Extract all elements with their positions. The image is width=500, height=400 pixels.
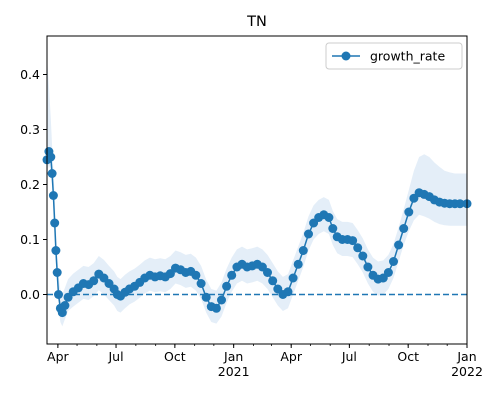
x-tick-year-label: 2022 bbox=[451, 364, 483, 379]
data-point bbox=[358, 251, 368, 261]
chart-title: TN bbox=[246, 14, 267, 30]
data-point bbox=[324, 213, 334, 222]
data-point bbox=[60, 301, 70, 310]
legend-dot-marker bbox=[341, 51, 351, 61]
data-point bbox=[304, 229, 313, 239]
x-tick-label: Jul bbox=[341, 349, 357, 364]
data-point bbox=[89, 276, 99, 286]
data-point bbox=[293, 259, 303, 269]
data-point bbox=[211, 303, 221, 313]
data-point bbox=[217, 295, 226, 305]
x-tick-label: Jul bbox=[107, 349, 123, 364]
data-point bbox=[399, 224, 409, 233]
data-point bbox=[353, 243, 363, 253]
data-point bbox=[191, 270, 201, 280]
data-point bbox=[46, 152, 56, 162]
legend-label-growth-rate: growth_rate bbox=[370, 49, 445, 64]
x-tick-label: Apr bbox=[280, 349, 302, 364]
data-point bbox=[455, 199, 465, 209]
data-point bbox=[389, 257, 398, 266]
data-point bbox=[263, 268, 272, 277]
data-point bbox=[404, 207, 414, 217]
y-tick-label: 0.1 bbox=[20, 232, 40, 247]
series-layer bbox=[42, 147, 472, 318]
y-tick-label: 0.2 bbox=[20, 177, 40, 192]
data-point bbox=[201, 292, 211, 302]
data-point bbox=[268, 276, 278, 286]
data-point bbox=[196, 279, 206, 288]
data-point bbox=[298, 246, 308, 255]
data-point bbox=[288, 273, 298, 283]
y-tick-label: 0.0 bbox=[20, 287, 40, 302]
data-point bbox=[47, 169, 57, 178]
y-axis: 0.0 0.1 0.2 0.3 0.4 bbox=[20, 67, 47, 302]
x-tick-label: Jan bbox=[223, 349, 243, 364]
data-point bbox=[57, 308, 67, 318]
data-point bbox=[50, 218, 60, 228]
y-tick-label: 0.4 bbox=[20, 67, 40, 82]
data-point bbox=[222, 281, 232, 291]
x-tick-year-label: 2021 bbox=[218, 364, 250, 379]
data-point bbox=[383, 268, 393, 277]
data-point bbox=[328, 224, 338, 233]
data-point bbox=[52, 268, 62, 277]
x-tick-label: Jan bbox=[456, 349, 476, 364]
x-tick-label: Apr bbox=[47, 349, 69, 364]
data-point bbox=[227, 270, 237, 280]
legend: growth_rate bbox=[325, 42, 463, 70]
legend-box bbox=[325, 42, 463, 70]
data-point bbox=[348, 236, 358, 246]
data-point bbox=[54, 290, 63, 299]
x-tick-label: Oct bbox=[164, 349, 186, 364]
data-point bbox=[283, 287, 293, 297]
plot-frame bbox=[46, 35, 468, 345]
data-point bbox=[48, 191, 58, 200]
y-tick-label: 0.3 bbox=[20, 122, 40, 137]
x-tick-label: Oct bbox=[397, 349, 419, 364]
data-point bbox=[51, 246, 61, 255]
data-point bbox=[363, 262, 373, 272]
data-point bbox=[394, 240, 404, 250]
